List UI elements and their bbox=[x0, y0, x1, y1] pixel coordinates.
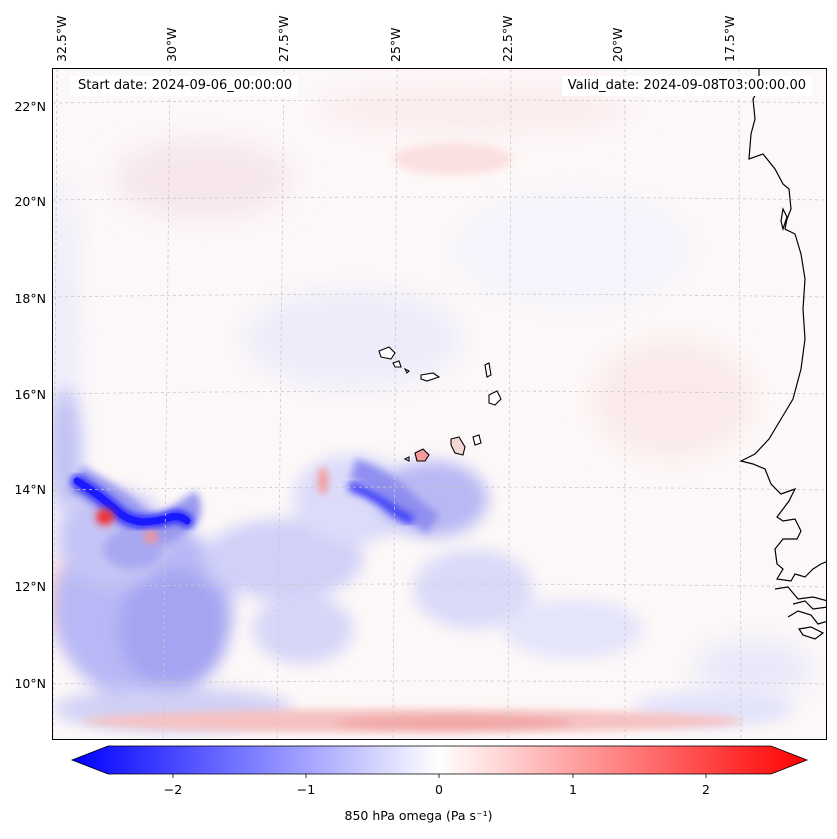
colorbar-tick-1: 1 bbox=[569, 782, 577, 797]
omega-field-map bbox=[53, 69, 826, 739]
colorbar-tick-neg1: −1 bbox=[296, 782, 316, 797]
lat-label-18n: 18°N bbox=[14, 291, 46, 306]
lon-label-17-5w: 17.5°W bbox=[722, 15, 737, 62]
lon-label-20w: 20°W bbox=[610, 27, 625, 62]
colorbar-tick-neg2: −2 bbox=[163, 782, 183, 797]
colorbar-tick-0: 0 bbox=[435, 782, 443, 797]
map-panel bbox=[52, 68, 827, 740]
lon-label-27-5w: 27.5°W bbox=[276, 15, 291, 62]
colorbar-ticks bbox=[172, 774, 707, 778]
lat-label-12n: 12°N bbox=[14, 579, 46, 594]
lon-label-32-5w: 32.5°W bbox=[54, 15, 69, 62]
colorbar-tick-2: 2 bbox=[702, 782, 710, 797]
coastline bbox=[739, 69, 826, 640]
field-positive-omega bbox=[83, 143, 743, 733]
lat-label-14n: 14°N bbox=[14, 482, 46, 497]
lat-label-16n: 16°N bbox=[14, 387, 46, 402]
field-ascent-core bbox=[71, 475, 414, 528]
colorbar-bar bbox=[70, 745, 809, 775]
field-negative-omega bbox=[53, 389, 793, 731]
lon-label-22-5w: 22.5°W bbox=[500, 15, 515, 62]
cape-verde-islands bbox=[378, 346, 502, 462]
colorbar-label: 850 hPa omega (Pa s⁻¹) bbox=[344, 808, 493, 823]
lat-label-10n: 10°N bbox=[14, 676, 46, 691]
colorbar bbox=[70, 745, 809, 778]
gridlines bbox=[53, 69, 826, 739]
start-date-label: Start date: 2024-09-06_00:00:00 bbox=[70, 76, 299, 96]
valid-date-label: Valid_date: 2024-09-08T03:00:00.00 bbox=[561, 76, 812, 96]
lat-label-20n: 20°N bbox=[14, 194, 46, 209]
lon-label-25w: 25°W bbox=[388, 27, 403, 62]
lon-label-30w: 30°W bbox=[164, 27, 179, 62]
lat-label-22n: 22°N bbox=[14, 99, 46, 114]
field-background-patches bbox=[53, 84, 813, 699]
